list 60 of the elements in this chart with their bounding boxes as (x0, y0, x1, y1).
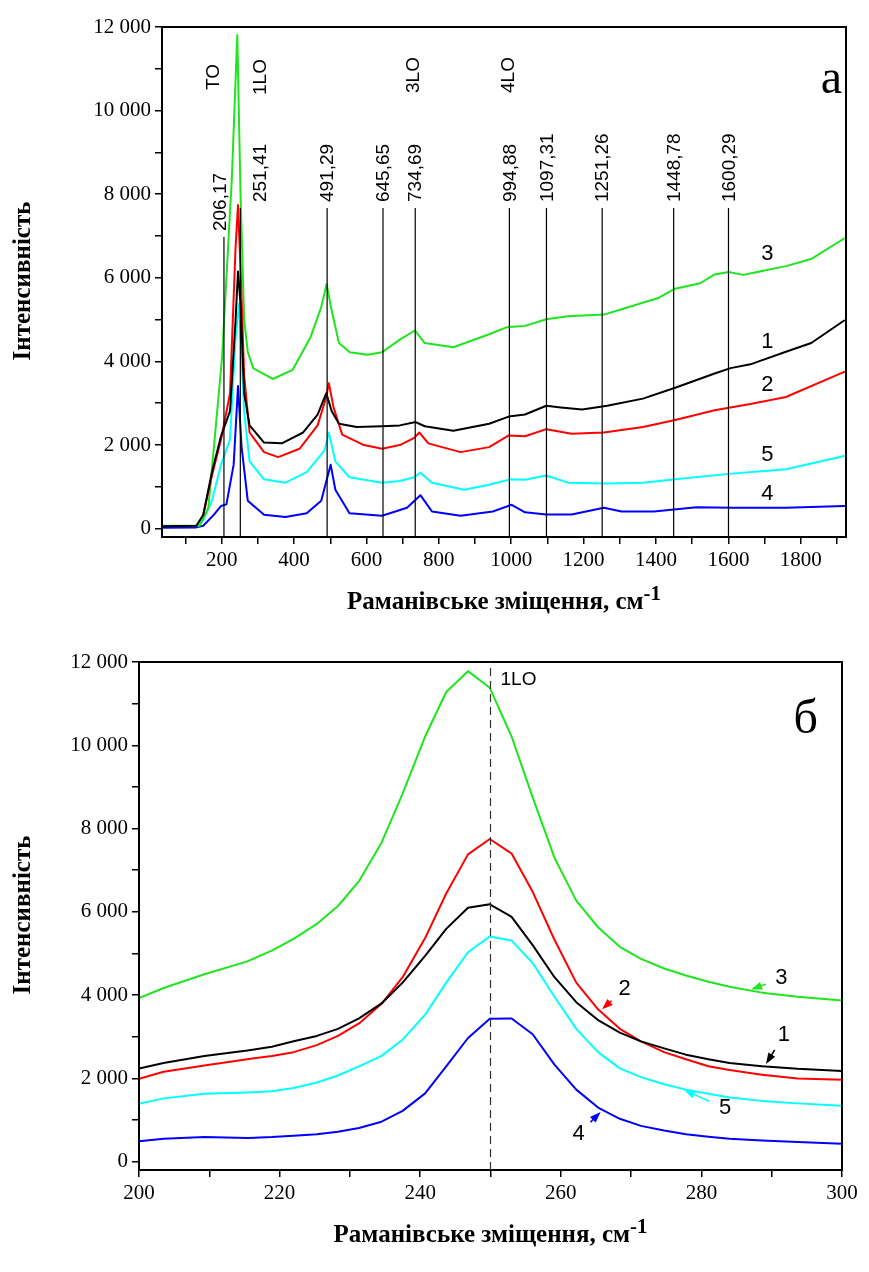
ref-line-label: 491,29 (316, 143, 338, 203)
y-tick-label: 4 000 (103, 347, 151, 372)
x-tick-label: 1800 (779, 547, 822, 572)
x-tick-label: 1000 (490, 547, 533, 572)
y-tick-label: 2 000 (103, 431, 151, 456)
x-tick-label: 300 (826, 1180, 858, 1205)
legend-label: 3 (775, 964, 788, 990)
x-tick-label: 200 (205, 547, 238, 572)
series-label: 1 (777, 1021, 790, 1047)
y-tick-label: 12 000 (93, 13, 151, 38)
x-tick-label: 240 (404, 1180, 436, 1205)
x-tick-label: 280 (685, 1180, 718, 1205)
y-tick-label: 0 (140, 515, 151, 540)
x-tick-label: 260 (545, 1180, 577, 1205)
x-tick-label: 600 (350, 547, 383, 572)
annotation: а (820, 49, 842, 103)
annotation: 4LO (497, 57, 519, 93)
y-tick-label: 4 000 (80, 981, 128, 1006)
ref-line-label: 251,41 (248, 143, 270, 203)
annotation: 3LO (402, 57, 424, 93)
series-label: 4 (761, 479, 774, 505)
ref-line-label: 206,17 (209, 172, 231, 232)
series-label: 1 (761, 328, 774, 354)
legend-label: 5 (719, 1094, 732, 1120)
y-axis-title: Інтенсивність (8, 200, 36, 363)
ref-line-label: 1600,29 (717, 133, 739, 203)
x-tick-label: 800 (423, 547, 455, 572)
ref-line-label: 645,65 (372, 143, 394, 203)
x-tick-label: 220 (263, 1180, 296, 1205)
y-axis-title: Інтенсивність (8, 834, 36, 997)
x-tick-label: 1600 (707, 547, 750, 572)
ref-line-label: 734,69 (404, 143, 426, 203)
y-tick-label: 6 000 (80, 898, 128, 923)
y-tick-label: 10 000 (70, 731, 128, 756)
ref-line-label: 994,88 (498, 143, 520, 203)
annotation: б (793, 689, 818, 743)
ref-line-label: 1097,31 (535, 133, 557, 203)
x-axis-title: Раманівське зміщення, см$^{-1}$ (332, 1214, 649, 1249)
x-tick-label: 1200 (562, 547, 605, 572)
x-tick-label: 200 (123, 1180, 155, 1205)
y-tick-label: 6 000 (103, 264, 151, 289)
x-tick-label: 400 (278, 547, 310, 572)
x-tick-label: 1400 (635, 547, 677, 572)
y-tick-label: 8 000 (80, 815, 128, 840)
series-label: 5 (761, 440, 774, 466)
y-tick-label: 10 000 (93, 97, 151, 122)
ref-line-label: 1448,78 (662, 133, 684, 203)
annotation: 1LO (249, 59, 271, 95)
series-label: 2 (761, 370, 774, 396)
y-tick-label: 0 (117, 1148, 128, 1173)
y-tick-label: 2 000 (80, 1064, 128, 1089)
annotation: TO (202, 63, 224, 91)
x-axis-title: Раманівське зміщення, см$^{-1}$ (346, 581, 662, 616)
y-tick-label: 12 000 (70, 648, 128, 673)
y-tick-label: 8 000 (103, 180, 151, 205)
series-label: 3 (761, 240, 774, 265)
ref-line-label: 1251,26 (591, 133, 613, 203)
series-label: 4 (572, 1120, 585, 1146)
ref-line-label: 1LO (500, 667, 537, 689)
legend-label: 2 (618, 975, 631, 1001)
